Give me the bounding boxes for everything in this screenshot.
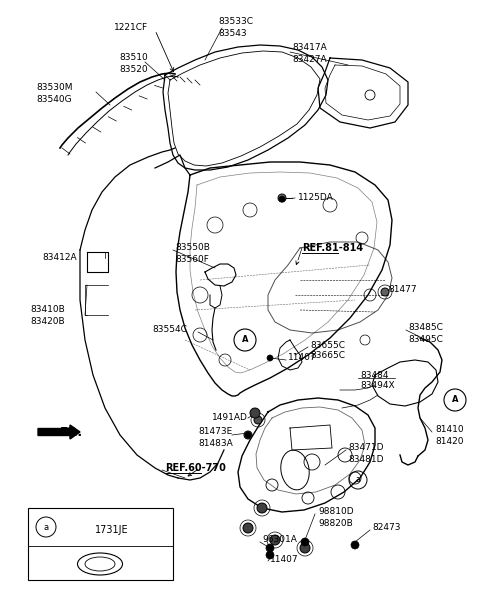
Text: REF.60-770: REF.60-770 (165, 463, 226, 473)
Circle shape (244, 431, 252, 439)
Text: 98810D: 98810D (318, 508, 354, 517)
Circle shape (254, 416, 262, 424)
Circle shape (301, 538, 309, 546)
Text: 1125DA: 1125DA (298, 193, 334, 202)
Text: 81483A: 81483A (198, 439, 233, 448)
Circle shape (300, 543, 310, 553)
Text: a: a (43, 523, 48, 532)
Text: 83655C: 83655C (310, 340, 345, 349)
Text: 81410: 81410 (435, 425, 464, 434)
Text: 83412A: 83412A (42, 253, 77, 263)
Text: 83530M: 83530M (36, 83, 72, 92)
Circle shape (243, 523, 253, 533)
Text: 81420: 81420 (435, 437, 464, 445)
Text: 83420B: 83420B (30, 317, 65, 325)
Circle shape (250, 408, 260, 418)
Text: 83550B: 83550B (175, 244, 210, 253)
Text: 11407: 11407 (288, 353, 317, 362)
Text: 81477: 81477 (388, 286, 417, 295)
Text: 83485C: 83485C (408, 323, 443, 332)
Text: 1491AD: 1491AD (212, 413, 248, 422)
Circle shape (245, 432, 251, 438)
Text: 83665C: 83665C (310, 352, 345, 361)
Text: 83410B: 83410B (30, 305, 65, 314)
Text: 83494X: 83494X (360, 382, 395, 391)
Text: 83554C: 83554C (152, 325, 187, 335)
Circle shape (278, 194, 286, 202)
Text: 83560F: 83560F (175, 254, 209, 263)
Circle shape (270, 535, 280, 545)
Text: 82473: 82473 (372, 523, 400, 533)
Text: 83533C: 83533C (218, 17, 253, 26)
Text: 83540G: 83540G (36, 94, 72, 103)
Text: 1221CF: 1221CF (114, 23, 148, 32)
Text: 83510: 83510 (119, 53, 148, 62)
Text: 83520: 83520 (120, 64, 148, 73)
Text: 83481D: 83481D (348, 455, 384, 463)
Text: A: A (242, 335, 248, 344)
FancyArrow shape (38, 425, 80, 439)
Text: FR.: FR. (60, 425, 83, 439)
Circle shape (267, 355, 273, 361)
Text: A: A (452, 395, 458, 404)
Circle shape (351, 541, 359, 549)
Text: 83543: 83543 (218, 28, 247, 37)
Text: 98820B: 98820B (318, 518, 353, 527)
Text: REF.81-814: REF.81-814 (302, 243, 363, 253)
Text: 1731JE: 1731JE (95, 525, 129, 535)
Text: 96301A: 96301A (262, 535, 297, 545)
Text: 83495C: 83495C (408, 335, 443, 343)
Text: 81473E: 81473E (198, 427, 232, 437)
Text: 83427A: 83427A (292, 55, 326, 64)
Circle shape (266, 544, 274, 552)
Circle shape (381, 288, 389, 296)
Circle shape (266, 551, 274, 559)
Text: 83417A: 83417A (292, 43, 327, 52)
Bar (28, 508, 173, 580)
Text: 83471D: 83471D (348, 443, 384, 452)
Circle shape (257, 503, 267, 513)
Circle shape (279, 196, 285, 202)
Text: a: a (356, 475, 360, 485)
Text: 83484: 83484 (360, 370, 388, 379)
Text: 11407: 11407 (270, 556, 299, 565)
